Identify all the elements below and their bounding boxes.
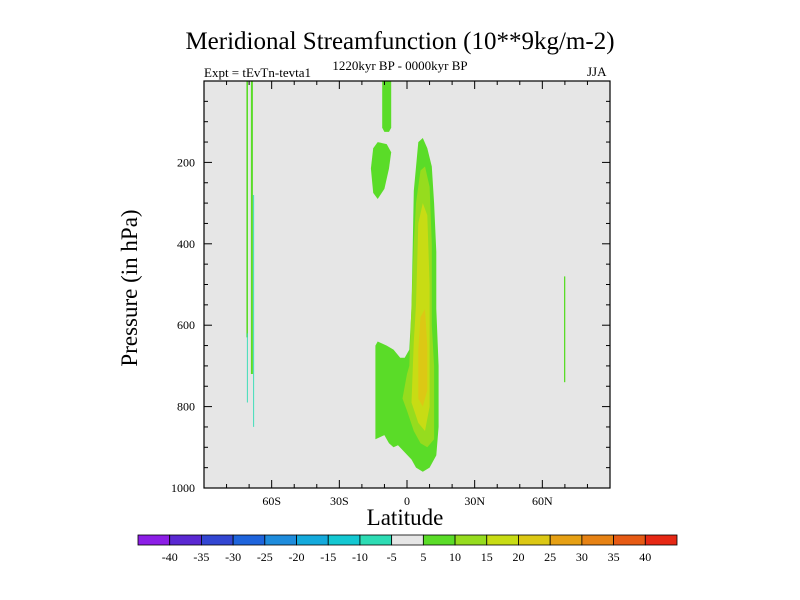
colorbar-label: 15 (481, 550, 493, 564)
y-tick-label: 600 (177, 318, 195, 332)
region-teal-streak-sh-b (253, 195, 255, 427)
colorbar-box (518, 534, 551, 546)
chart-title: Meridional Streamfunction (10**9kg/m-2) (185, 28, 615, 55)
colorbar-box (327, 534, 361, 546)
y-tick-label: 400 (177, 237, 195, 251)
x-tick-label: 0 (404, 494, 410, 508)
colorbar-box (613, 534, 646, 546)
colorbar-label: 35 (608, 550, 620, 564)
colorbar-box (264, 534, 297, 546)
colorbar-box (644, 534, 678, 546)
y-tick-label: 200 (177, 155, 195, 169)
colorbar-box (486, 534, 519, 546)
colorbar-label: 25 (544, 550, 556, 564)
colorbar-box (581, 534, 614, 546)
colorbar-box (391, 534, 424, 546)
colorbar-label: 5 (420, 550, 426, 564)
x-tick-label: 60S (262, 494, 281, 508)
region-green-upper-sh (382, 81, 392, 132)
experiment-label: Expt = tEvTn-tevta1 (204, 65, 311, 80)
colorbar-label: 30 (576, 550, 588, 564)
x-axis-label: Latitude (366, 505, 444, 530)
colorbar-box (549, 534, 583, 546)
x-tick-label: 30S (330, 494, 349, 508)
region-teal-streak-sh-a (246, 333, 248, 403)
time-range-label: 1220kyr BP - 0000kyr BP (332, 58, 468, 73)
region-green-streak-nh (564, 276, 566, 383)
colorbar-box (169, 534, 202, 546)
contour-regions (246, 81, 566, 472)
season-label: JJA (587, 64, 607, 79)
colorbar-label: 20 (512, 550, 524, 564)
colorbar-box (422, 534, 456, 546)
region-green-streak-sh-left (246, 81, 248, 338)
y-tick-label: 1000 (171, 481, 195, 495)
colorbar-box (232, 534, 266, 546)
colorbar-label: -25 (257, 550, 273, 564)
colorbar: -40 -35 -30 -25 -20 -15 -10 -5 5 10 15 20 25 30 35 40 (137, 534, 678, 564)
colorbar-label: -15 (320, 550, 336, 564)
colorbar-box (454, 534, 488, 546)
colorbar-box (359, 534, 393, 546)
colorbar-box (201, 534, 234, 546)
region-gold-core (418, 308, 428, 407)
y-tick-label: 800 (177, 400, 195, 414)
axis-ticks: 60S 30S 0 30N 60N 200 400 600 800 1000 (171, 81, 610, 508)
colorbar-label: -20 (289, 550, 305, 564)
colorbar-label: -30 (225, 550, 241, 564)
x-tick-label: 60N (532, 494, 553, 508)
colorbar-label: -10 (352, 550, 368, 564)
colorbar-label: 10 (449, 550, 461, 564)
colorbar-box (296, 534, 329, 546)
colorbar-label: -35 (193, 550, 209, 564)
x-tick-label: 30N (464, 494, 485, 508)
colorbar-label: 40 (639, 550, 651, 564)
colorbar-label: -5 (387, 550, 397, 564)
colorbar-box (137, 534, 171, 546)
colorbar-label: -40 (162, 550, 178, 564)
region-green-streak-sh-right (250, 81, 253, 374)
region-green-blob-sh (370, 142, 392, 199)
